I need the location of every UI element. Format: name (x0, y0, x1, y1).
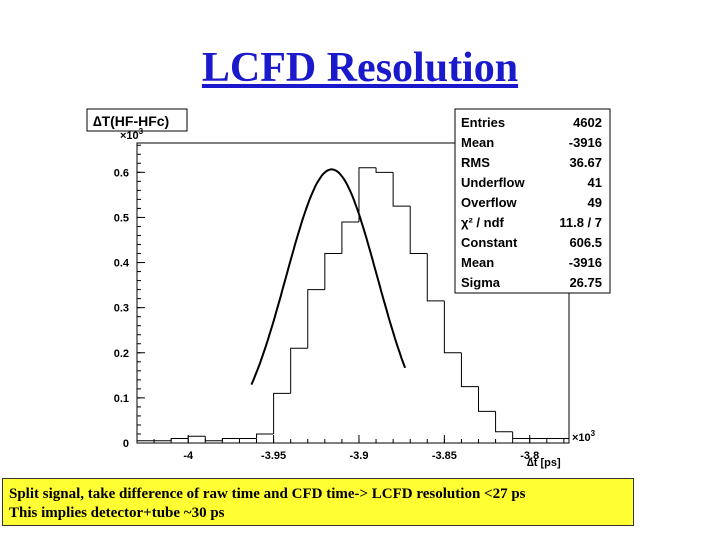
stats-label: RMS (461, 155, 490, 170)
x-tick-label: -3.8 (520, 450, 539, 462)
histogram-bin (221, 437, 240, 441)
histogram-bin (204, 436, 223, 442)
stats-box: Entries 4602 Mean -3916 RMS 36.67 Underflow 41 O… (454, 108, 611, 294)
histogram-bin (170, 437, 189, 441)
histogram-bins (136, 167, 569, 443)
histogram-bin (495, 411, 513, 433)
histogram-bin (460, 352, 479, 388)
histogram-bin (478, 386, 496, 412)
stats-box-frame (454, 108, 611, 294)
histogram-bin (375, 167, 394, 173)
caption-line-1: Split signal, take difference of raw tim… (9, 486, 526, 502)
histogram-bin (290, 347, 308, 394)
histogram-bin (358, 167, 377, 222)
histogram-bin (136, 440, 155, 443)
histogram-bin (443, 300, 462, 354)
x-axis: -4 -3.95 -3.9 -3.85 -3.8 (153, 435, 565, 462)
stats-label: Underflow (461, 175, 525, 190)
gaussian-fit-curve (250, 168, 407, 385)
stats-label: Entries (461, 115, 505, 130)
hist-title: ∆T(HF-HFc) (93, 113, 169, 129)
stats-value: 26.75 (569, 275, 602, 290)
histogram-bin (512, 431, 530, 439)
stats-label: Mean (461, 135, 494, 150)
caption-box: Split signal, take difference of raw tim… (2, 478, 634, 526)
stats-value: -3916 (569, 255, 602, 270)
stats-value: 11.8 / 7 (559, 215, 602, 230)
histogram-bin (307, 289, 325, 349)
y-tick-label: 0.6 (114, 167, 129, 179)
hist-title-box (86, 108, 188, 132)
x-exponent-label: ×103 (572, 429, 596, 444)
stats-value: 49 (588, 195, 602, 210)
histogram-svg: ∆T(HF-HFc) 0 0.1 0.2 0.3 0.4 0.5 0.6 -4 -3.95 -3… (86, 108, 611, 469)
stats-label: Sigma (461, 275, 501, 290)
slide-title: LCFD Resolution (201, 45, 519, 91)
histogram-bin (273, 392, 291, 434)
caption-line-2: This implies detector+tube ~30 ps (9, 505, 225, 521)
y-axis: 0 0.1 0.2 0.3 0.4 0.5 0.6 (114, 144, 145, 450)
stats-value: 41 (588, 175, 602, 190)
stats-value: 4602 (573, 115, 602, 130)
stats-value: 606.5 (569, 235, 602, 250)
stats-label: Overflow (461, 195, 518, 210)
y-tick-label: 0 (123, 438, 129, 450)
histogram-bin (187, 435, 206, 439)
histogram-bin (392, 172, 411, 207)
stats-label: Constant (461, 235, 518, 250)
y-tick-label: 0.1 (114, 393, 129, 405)
histogram-plot: ∆T(HF-HFc) 0 0.1 0.2 0.3 0.4 0.5 0.6 -4 -3.95 -3… (82, 103, 622, 473)
histogram-bin (341, 221, 359, 254)
stats-value: 36.67 (569, 155, 602, 170)
histogram-bin (426, 253, 445, 302)
y-tick-label: 0.5 (114, 212, 129, 224)
y-exponent-label: ×103 (120, 127, 144, 142)
stats-label: χ² / ndf (461, 215, 505, 230)
y-tick-label: 0.4 (114, 258, 130, 270)
histogram-bin (324, 253, 342, 290)
histogram-bin (409, 206, 428, 255)
y-tick-label: 0.2 (114, 348, 129, 360)
y-tick-label: 0.3 (114, 303, 129, 315)
x-tick-label: -3.9 (349, 450, 368, 462)
x-tick-label: -3.95 (261, 450, 286, 462)
x-tick-label: -4 (183, 450, 194, 462)
histogram-bin (256, 433, 274, 439)
x-axis-label: ∆t [ps] (527, 457, 561, 469)
stats-label: Mean (461, 255, 494, 270)
stats-value: -3916 (569, 135, 602, 150)
x-tick-label: -3.85 (432, 450, 457, 462)
